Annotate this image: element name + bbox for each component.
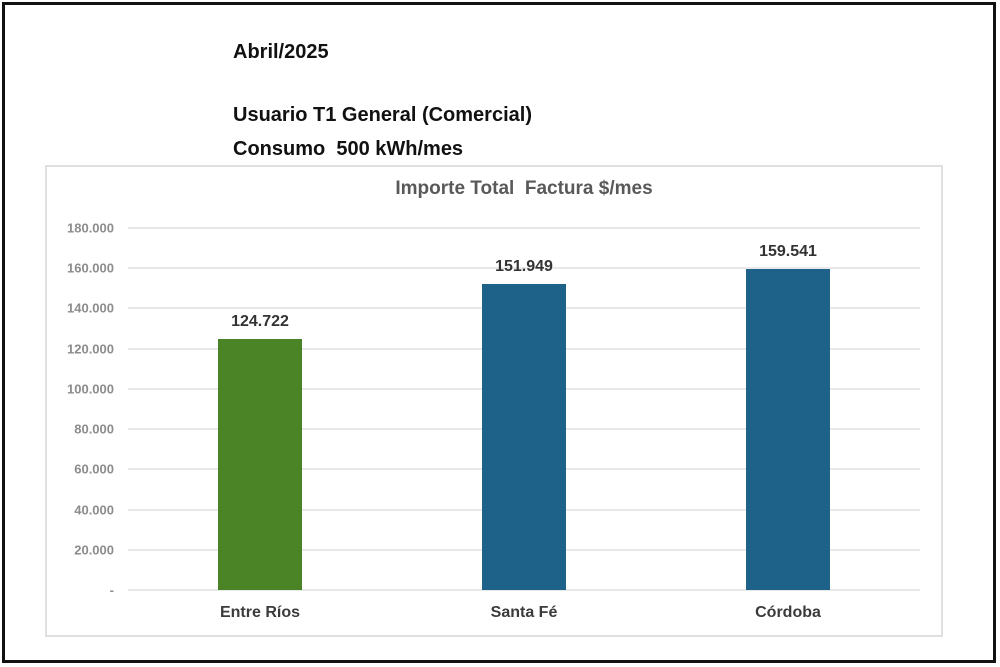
x-axis-category-label: Entre Ríos xyxy=(219,604,300,621)
y-axis-tick-label: 20.000 xyxy=(74,542,114,558)
bar-slot: 124.722 Entre Ríos xyxy=(128,228,392,621)
y-axis-tick-label: 60.000 xyxy=(74,461,114,477)
period-label: Abril/2025 xyxy=(233,41,329,63)
y-axis-tick-label: 80.000 xyxy=(74,421,114,437)
y-axis-tick-label: 160.000 xyxy=(67,260,114,276)
bar-value-label: 124.722 xyxy=(231,313,289,331)
x-axis-category-label: Córdoba xyxy=(755,604,821,621)
y-axis-tick-label: 120.000 xyxy=(67,341,114,357)
bar-value-label: 159.541 xyxy=(759,243,817,261)
report-header: Abril/2025 Usuario T1 General (Comercial… xyxy=(233,41,532,161)
user-type-label: Usuario T1 General (Comercial) xyxy=(233,104,532,126)
plot-area: - 20.000 40.000 60.000 80.000 100.000 120.000 1… xyxy=(67,221,920,621)
consumption-label: Consumo 500 kWh/mes xyxy=(233,138,464,160)
y-axis-tick-label: 100.000 xyxy=(67,381,114,397)
y-axis-tick-label: 40.000 xyxy=(74,502,114,518)
x-axis-category-label: Santa Fé xyxy=(490,604,558,621)
y-axis-tick-label: 180.000 xyxy=(67,220,114,236)
bar-cordoba xyxy=(746,269,830,590)
bar-entre-rios xyxy=(218,339,302,590)
chart-panel: Importe Total Factura $/mes - 20.000 40.00… xyxy=(45,165,943,637)
bar-value-label: 151.949 xyxy=(495,258,553,276)
chart-title: Importe Total Factura $/mes xyxy=(395,178,653,199)
gridline xyxy=(128,267,920,270)
bar-santa-fe xyxy=(482,284,566,590)
y-axis-tick-label: - xyxy=(109,582,114,598)
y-axis-tick-label: 140.000 xyxy=(67,300,114,316)
bar-slot: 151.949 Santa Fé xyxy=(392,228,656,621)
gridline xyxy=(128,589,920,591)
gridline xyxy=(128,227,920,229)
bar-slot: 159.541 Córdoba xyxy=(656,228,920,621)
